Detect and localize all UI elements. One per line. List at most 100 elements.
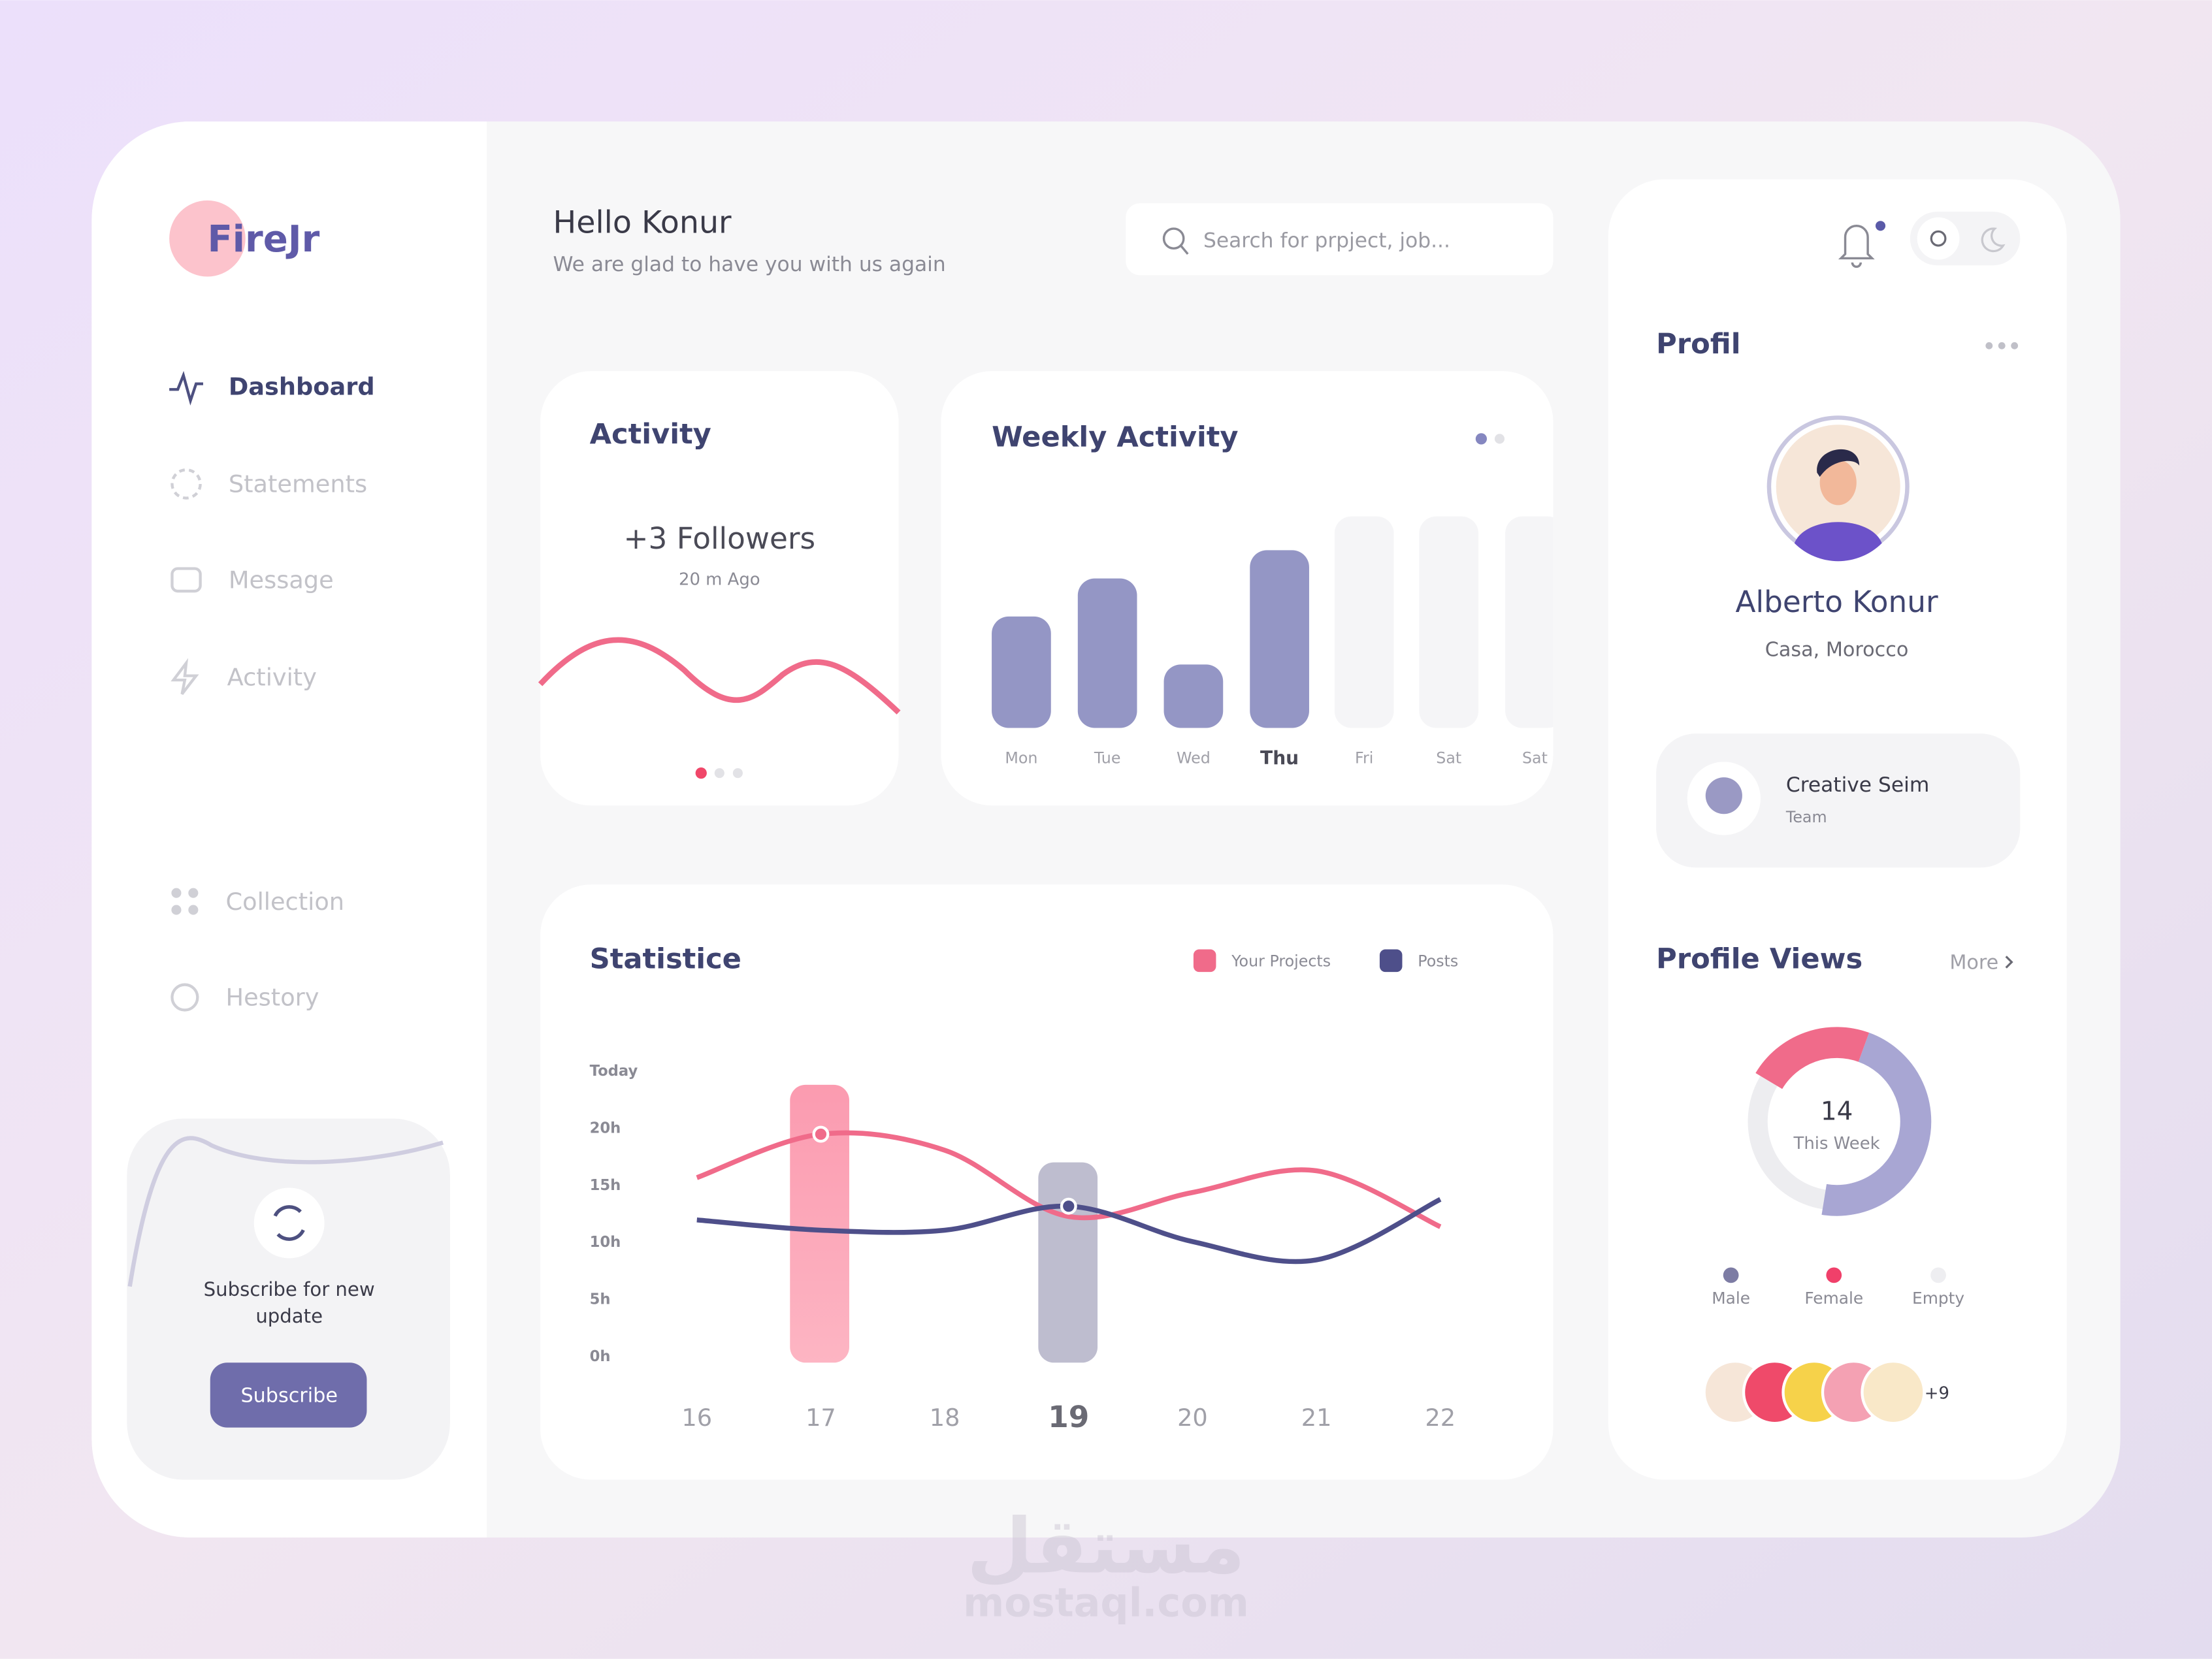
x-tick-label: Sat bbox=[1436, 749, 1461, 767]
x-tick-label: Mon bbox=[1005, 749, 1037, 767]
legend-label: Your Projects bbox=[1231, 952, 1331, 970]
followers-time: 20 m Ago bbox=[679, 570, 760, 589]
dashboard-icon bbox=[169, 370, 203, 406]
card-title: Weekly Activity bbox=[992, 421, 1238, 453]
subscribe-icon bbox=[273, 1205, 305, 1241]
x-tick-label: Fri bbox=[1355, 749, 1373, 767]
team-name: Creative Seim bbox=[1786, 773, 1929, 797]
subscribe-card bbox=[127, 1118, 450, 1480]
subscribe-text: update bbox=[255, 1305, 323, 1327]
card-title: Statistice bbox=[590, 942, 741, 975]
x-tick-label: 16 bbox=[681, 1404, 712, 1432]
more-link[interactable]: More bbox=[1949, 952, 1998, 974]
search-icon bbox=[1180, 244, 1189, 255]
activity-icon bbox=[171, 658, 199, 696]
subscribe-button[interactable] bbox=[210, 1362, 367, 1428]
statements-icon bbox=[171, 468, 202, 500]
nav-item[interactable]: Dashboard bbox=[229, 373, 375, 401]
sun-icon bbox=[1930, 230, 1947, 247]
followers: +3 Followers bbox=[624, 521, 816, 556]
legend-label: Female bbox=[1804, 1289, 1863, 1308]
bell-icon[interactable] bbox=[1838, 225, 1875, 268]
x-tick-label: 19 bbox=[1048, 1400, 1089, 1434]
brand[interactable]: FireJr bbox=[207, 218, 319, 261]
search-icon bbox=[1162, 227, 1185, 250]
logo-circle bbox=[169, 200, 246, 277]
y-tick-label: 5h bbox=[590, 1291, 611, 1308]
donut-center-value: 14 bbox=[1821, 1097, 1853, 1127]
donut-segment bbox=[1755, 1027, 1870, 1089]
legend-dot bbox=[1723, 1267, 1739, 1283]
highlight-point bbox=[812, 1125, 830, 1143]
pager-dot[interactable] bbox=[1494, 434, 1505, 444]
more-chevron[interactable] bbox=[2005, 956, 2013, 969]
legend-label: Empty bbox=[1912, 1289, 1964, 1308]
pager-dot[interactable] bbox=[732, 768, 743, 779]
y-tick-label: 0h bbox=[590, 1348, 611, 1365]
subscribe-button-label[interactable]: Subscribe bbox=[240, 1385, 337, 1408]
moon-icon[interactable] bbox=[1981, 227, 2006, 253]
nav-item[interactable]: Message bbox=[229, 566, 334, 594]
search-placeholder[interactable]: Search for prpject, job... bbox=[1203, 229, 1450, 253]
legend-swatch bbox=[1379, 949, 1403, 973]
card-title: Profil bbox=[1656, 328, 1740, 361]
bar bbox=[1077, 578, 1137, 728]
bar bbox=[1163, 664, 1224, 728]
x-tick-label: 21 bbox=[1301, 1404, 1332, 1432]
card-title: Profile Views bbox=[1656, 942, 1862, 975]
nav-item[interactable]: Statements bbox=[229, 470, 367, 498]
donut-segment bbox=[1748, 1076, 1827, 1210]
team-role: Team bbox=[1785, 808, 1827, 826]
x-tick-label: Tue bbox=[1094, 749, 1121, 767]
y-tick-label: 10h bbox=[590, 1234, 621, 1251]
viewer-avatars bbox=[1702, 1359, 1926, 1425]
empty-bar bbox=[1334, 516, 1394, 728]
empty-bar bbox=[1505, 516, 1553, 728]
profile-location: Casa, Morocco bbox=[1765, 638, 1909, 661]
light-button[interactable] bbox=[1917, 217, 1960, 260]
nav-item[interactable]: Collection bbox=[226, 888, 345, 916]
donut-segment bbox=[1821, 1033, 1932, 1216]
y-tick-label: Today bbox=[590, 1063, 638, 1080]
x-tick-label: 20 bbox=[1177, 1404, 1208, 1432]
activity-wave bbox=[538, 637, 901, 715]
highlight-column bbox=[790, 1084, 849, 1363]
pager-dot[interactable] bbox=[695, 767, 707, 779]
y-tick-label: 20h bbox=[590, 1119, 621, 1136]
decor-curve bbox=[127, 1136, 444, 1287]
team-avatar-art bbox=[1705, 777, 1742, 814]
bar bbox=[1250, 550, 1309, 728]
team-card[interactable] bbox=[1656, 733, 2021, 868]
greeting: Hello Konur bbox=[553, 205, 732, 241]
notification-dot bbox=[1875, 221, 1886, 231]
x-tick-label: 18 bbox=[930, 1404, 960, 1432]
profile-name: Alberto Konur bbox=[1736, 585, 1938, 619]
collection-icon bbox=[171, 888, 199, 915]
bar bbox=[992, 616, 1051, 728]
x-tick-label: Wed bbox=[1177, 749, 1211, 767]
message-icon bbox=[171, 567, 202, 593]
activity-card bbox=[540, 371, 899, 806]
search-box[interactable] bbox=[1126, 203, 1553, 276]
pager-dot[interactable] bbox=[1475, 433, 1488, 445]
nav-item[interactable]: Hestory bbox=[226, 984, 319, 1012]
legend-dot bbox=[1930, 1267, 1946, 1283]
pager-dot[interactable] bbox=[714, 768, 724, 779]
highlight-column bbox=[1038, 1162, 1098, 1363]
watermark: مستقل bbox=[967, 1502, 1245, 1590]
subscribe-text: Subscribe for new bbox=[204, 1278, 375, 1300]
subscribe-icon-bg bbox=[253, 1187, 325, 1259]
more-menu[interactable] bbox=[1985, 342, 2019, 349]
legend-label: Posts bbox=[1418, 952, 1458, 970]
watermark: mostaql.com bbox=[963, 1580, 1249, 1626]
avatar-body bbox=[1794, 522, 1882, 562]
nav-item[interactable]: Activity bbox=[227, 663, 317, 691]
empty-bar bbox=[1419, 516, 1479, 728]
history-icon bbox=[171, 983, 199, 1012]
x-tick-label: Thu bbox=[1260, 747, 1299, 769]
avatar-face bbox=[1819, 460, 1857, 506]
x-tick-label: Sat bbox=[1522, 749, 1548, 767]
x-tick-label: 17 bbox=[805, 1404, 836, 1432]
highlight-point bbox=[1060, 1197, 1077, 1215]
